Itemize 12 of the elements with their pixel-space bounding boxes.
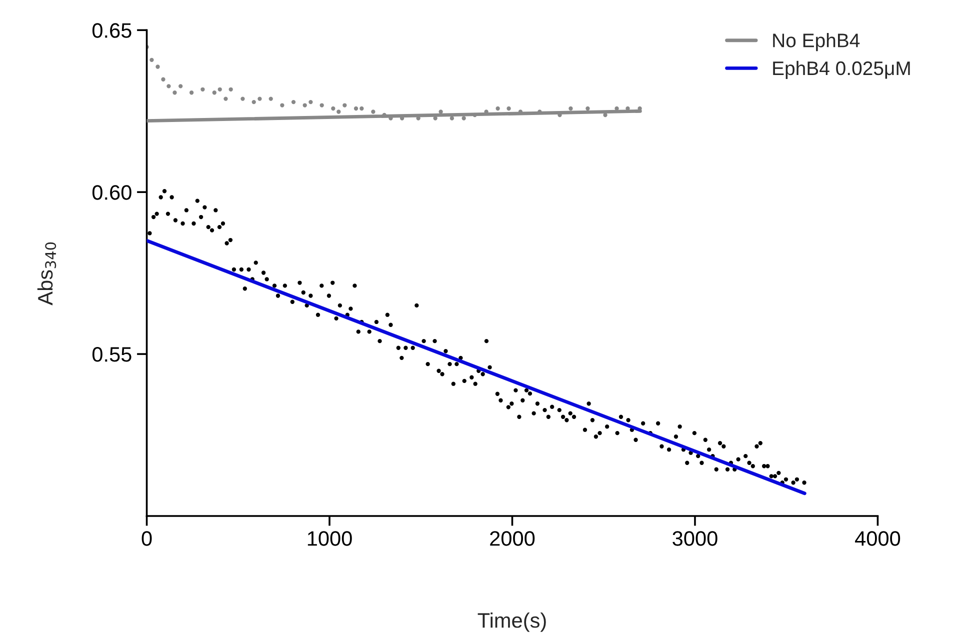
x-tick-label: 0 <box>142 531 152 546</box>
legend-label: No EphB4 <box>773 33 860 52</box>
x-tick-label: 4000 <box>855 531 900 546</box>
y-tick-label: 0.55 <box>92 347 132 362</box>
x-tick-label: 1000 <box>308 531 352 546</box>
x-tick-label: 2000 <box>490 531 535 546</box>
x-tick-label: 3000 <box>672 531 718 546</box>
legend-label: EphB4 0.025μM <box>773 60 910 80</box>
x-axis-title: Time(s) <box>478 612 546 632</box>
y-axis-title: Abs$_{340}$ <box>37 242 56 306</box>
y-tick-label: 0.65 <box>92 23 132 38</box>
y-tick-label: 0.60 <box>92 185 132 200</box>
